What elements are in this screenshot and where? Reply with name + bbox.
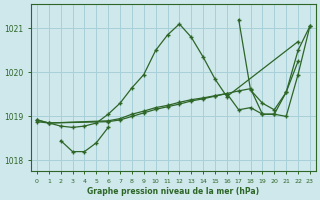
X-axis label: Graphe pression niveau de la mer (hPa): Graphe pression niveau de la mer (hPa) [87,187,260,196]
